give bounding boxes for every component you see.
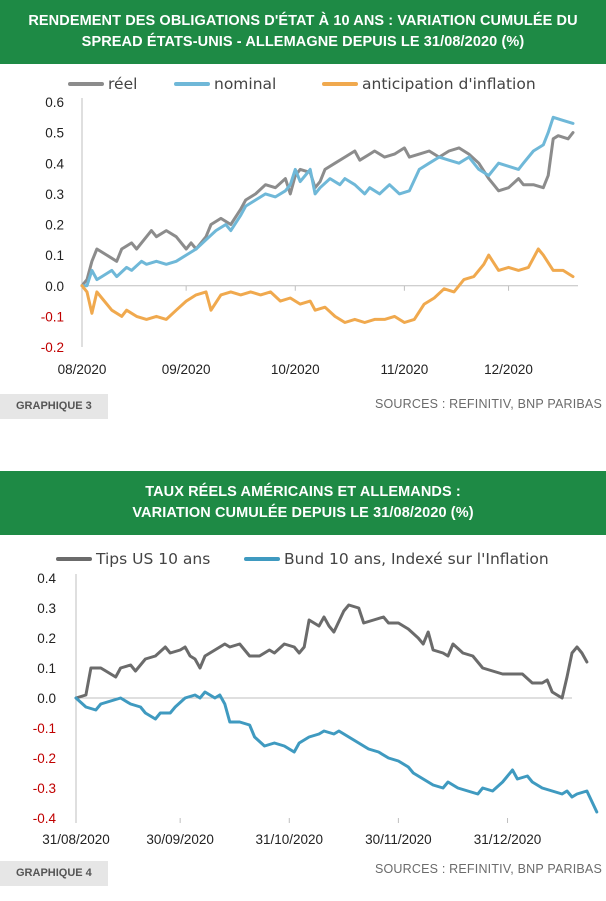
chart-4-x-tick-label: 30/09/2020 — [146, 832, 214, 847]
chart-3-legend-item: nominal — [174, 75, 276, 93]
chart-4-figure-label: GRAPHIQUE 4 — [0, 861, 108, 886]
chart-3-legend-label: anticipation d'inflation — [362, 75, 536, 93]
chart-4-x-tick-label: 31/08/2020 — [42, 832, 110, 847]
chart-4-source: SOURCES : REFINITIV, BNP PARIBAS — [374, 862, 602, 876]
chart-4-y-tick-label: -0.2 — [33, 751, 56, 766]
chart-4-y-tick-label: -0.1 — [33, 721, 56, 736]
chart-4-series-line-2 — [74, 690, 599, 814]
chart-3-x-tick-label: 12/2020 — [484, 362, 533, 377]
chart-4-title-line-1: TAUX RÉELS AMÉRICAINS ET ALLEMANDS : — [145, 484, 461, 500]
chart-4-legend-item: Bund 10 ans, Indexé sur l'Inflation — [244, 550, 549, 568]
chart-3-series-line-3 — [80, 247, 575, 324]
chart-4-x-axis: 31/08/2020 30/09/2020 31/10/2020 30/11/2020… — [42, 818, 541, 847]
chart-3-y-tick-label: -0.1 — [41, 309, 64, 324]
chart-3-y-tick-label: 0.6 — [45, 95, 64, 110]
chart-4-title: TAUX RÉELS AMÉRICAINS ET ALLEMANDS : VAR… — [0, 471, 606, 535]
chart-3-x-tick-label: 11/2020 — [380, 362, 428, 377]
chart-4-title-line-2: VARIATION CUMULÉE DEPUIS LE 31/08/2020 (… — [132, 505, 474, 521]
chart-3-source: SOURCES : REFINITIV, BNP PARIBAS — [374, 397, 602, 411]
chart-3-title: RENDEMENT DES OBLIGATIONS D'ÉTAT À 10 AN… — [0, 0, 606, 64]
chart-4-y-tick-label: 0.0 — [37, 691, 56, 706]
chart-3-plot: 0.6 0.5 0.4 0.3 0.2 0.1 0.0 -0.1 -0.2 08/2020 09/2… — [41, 75, 578, 377]
chart-4-legend-item: Tips US 10 ans — [56, 550, 210, 568]
chart-4-series-line-1 — [74, 603, 589, 700]
chart-3-y-tick-label: 0.0 — [45, 279, 64, 294]
chart-4-y-tick-label: 0.4 — [37, 571, 56, 586]
chart-3-series-line-1 — [80, 131, 575, 288]
chart-3-x-tick-label: 10/2020 — [271, 362, 320, 377]
chart-3-legend-label: réel — [108, 75, 137, 93]
chart-4-legend-label: Tips US 10 ans — [95, 550, 210, 568]
chart-4-plot: 0.40.30.20.10.0-0.1-0.2-0.3-0.431/08/202… — [33, 550, 599, 847]
chart-4-y-axis: 0.4 0.3 0.2 0.1 0.0 -0.1 -0.2 -0.3 -0.4 — [33, 571, 57, 826]
chart-3-x-tick-label: 09/2020 — [162, 362, 211, 377]
chart-3-x-axis: 08/2020 09/2020 10/2020 11/2020 12/2020 — [58, 285, 533, 377]
chart-3-title-line-1: RENDEMENT DES OBLIGATIONS D'ÉTAT À 10 AN… — [28, 13, 578, 29]
chart-3-y-tick-label: 0.5 — [45, 126, 64, 141]
chart-4-y-tick-label: -0.4 — [33, 811, 57, 826]
chart-3-series-line-2 — [80, 115, 575, 288]
chart-4-legend: Tips US 10 ans Bund 10 ans, Indexé sur l'… — [56, 550, 549, 568]
chart-3-legend: réel nominal anticipation d'inflation — [68, 75, 536, 93]
chart-3-figure-label: GRAPHIQUE 3 — [0, 394, 108, 419]
chart-3-y-tick-label: 0.3 — [45, 187, 64, 202]
chart-3-legend-label: nominal — [214, 75, 276, 93]
chart-4-x-tick-label: 30/11/2020 — [365, 832, 432, 847]
chart-4-y-tick-label: 0.3 — [37, 601, 56, 616]
chart-3-y-tick-label: 0.2 — [45, 218, 64, 233]
chart-3-y-tick-label: 0.1 — [45, 248, 64, 263]
chart-3-legend-item: anticipation d'inflation — [322, 75, 536, 93]
chart-4-x-tick-label: 31/10/2020 — [255, 832, 323, 847]
chart-3-legend-item: réel — [68, 75, 137, 93]
chart-4-y-tick-label: -0.3 — [33, 781, 56, 796]
chart-4-y-tick-label: 0.1 — [37, 661, 56, 676]
chart-4-y-tick-label: 0.2 — [37, 631, 56, 646]
chart-3-y-tick-label: 0.4 — [45, 156, 64, 171]
chart-3-title-line-2: SPREAD ÉTATS-UNIS - ALLEMAGNE DEPUIS LE … — [81, 34, 525, 50]
chart-4-x-tick-label: 31/12/2020 — [474, 832, 542, 847]
chart-3-y-axis: 0.6 0.5 0.4 0.3 0.2 0.1 0.0 -0.1 -0.2 — [41, 95, 65, 355]
chart-3-x-tick-label: 08/2020 — [58, 362, 107, 377]
chart-4-legend-label: Bund 10 ans, Indexé sur l'Inflation — [284, 550, 549, 568]
chart-3-y-tick-label: -0.2 — [41, 340, 64, 355]
